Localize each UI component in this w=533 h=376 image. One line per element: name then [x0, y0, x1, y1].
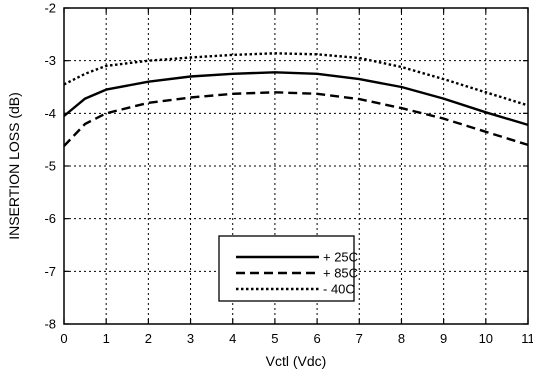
- legend-label-minus40c: - 40C: [323, 282, 355, 297]
- legend: + 25C + 85C - 40C: [218, 235, 358, 302]
- series-line-25c: [63, 71, 529, 127]
- x-tick-label: 11: [521, 331, 533, 346]
- y-tick-label: -5: [44, 159, 56, 174]
- x-tick-label: 8: [398, 331, 405, 346]
- x-tick-label: 0: [60, 331, 67, 346]
- x-tick-label: 1: [103, 331, 110, 346]
- series-line-minus40c: [63, 52, 529, 107]
- y-axis-ticks: -8 -7 -6 -5 -4 -3 -2: [44, 1, 528, 332]
- x-tick-label: 10: [479, 331, 493, 346]
- legend-label-25c: + 25C: [323, 250, 358, 265]
- series-line-85c: [63, 91, 529, 147]
- y-tick-label: -7: [44, 264, 56, 279]
- y-axis-title: INSERTION LOSS (dB): [6, 92, 22, 240]
- x-tick-label: 5: [271, 331, 278, 346]
- y-tick-label: -2: [44, 1, 56, 16]
- x-tick-label: 2: [145, 331, 152, 346]
- y-tick-label: -3: [44, 53, 56, 68]
- x-tick-label: 3: [187, 331, 194, 346]
- legend-label-85c: + 85C: [323, 266, 358, 281]
- y-tick-label: -6: [44, 211, 56, 226]
- x-tick-label: 7: [356, 331, 363, 346]
- x-tick-label: 9: [440, 331, 447, 346]
- x-tick-label: 6: [313, 331, 320, 346]
- y-tick-label: -8: [44, 317, 56, 332]
- series-layer: [63, 52, 529, 147]
- x-axis-title: Vctl (Vdc): [266, 353, 327, 369]
- x-tick-label: 4: [229, 331, 236, 346]
- x-axis-ticks: 0 1 2 3 4 5 6 7 8 9 10 11: [60, 8, 533, 346]
- y-tick-label: -4: [44, 106, 56, 121]
